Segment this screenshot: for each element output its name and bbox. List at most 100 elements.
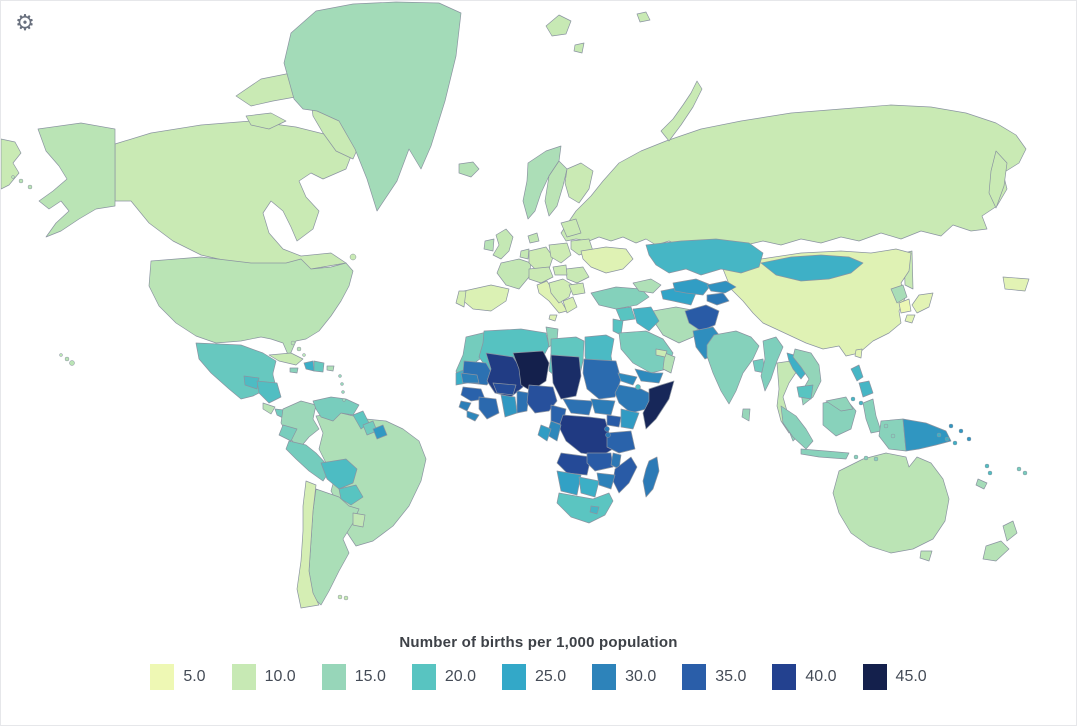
country-lesser-antilles[interactable] bbox=[342, 398, 346, 402]
country-philippines-luzon[interactable] bbox=[850, 364, 864, 382]
country-russia-wrap-left[interactable] bbox=[1, 138, 22, 190]
country-gabon[interactable] bbox=[537, 424, 552, 442]
country-dominican-republic[interactable] bbox=[313, 360, 325, 373]
country-vanuatu[interactable] bbox=[984, 463, 990, 469]
country-solomon-islands[interactable] bbox=[936, 432, 942, 438]
country-japan-honshu[interactable] bbox=[911, 292, 934, 314]
country-rwanda-burundi[interactable] bbox=[604, 426, 610, 432]
country-liberia[interactable] bbox=[466, 410, 480, 422]
country-zambia[interactable] bbox=[586, 452, 614, 472]
country-new-zealand-south[interactable] bbox=[982, 540, 1010, 562]
country-russia-kamchatka[interactable] bbox=[988, 150, 1008, 209]
country-kenya[interactable] bbox=[620, 408, 640, 430]
country-sri-lanka[interactable] bbox=[741, 408, 751, 422]
country-novaya-zemlya[interactable] bbox=[660, 80, 703, 142]
country-australia[interactable] bbox=[832, 452, 950, 554]
country-philippines-mindanao[interactable] bbox=[858, 380, 874, 398]
country-jamaica[interactable] bbox=[289, 367, 299, 374]
country-india[interactable] bbox=[706, 330, 760, 405]
country-japan-hokkaido[interactable] bbox=[1002, 276, 1030, 292]
country-uruguay[interactable] bbox=[352, 512, 366, 528]
country-china[interactable] bbox=[722, 248, 912, 357]
country-south-sudan[interactable] bbox=[590, 398, 616, 416]
country-finland[interactable] bbox=[564, 162, 594, 204]
country-indonesia-sulawesi[interactable] bbox=[862, 398, 882, 434]
country-syria[interactable] bbox=[615, 306, 636, 322]
country-indonesia-java[interactable] bbox=[800, 448, 850, 460]
country-falkland-islands[interactable] bbox=[337, 594, 343, 600]
country-france[interactable] bbox=[496, 258, 532, 290]
country-indonesia-lesser-sunda[interactable] bbox=[863, 455, 869, 461]
country-vanuatu[interactable] bbox=[987, 470, 993, 476]
country-ghana[interactable] bbox=[500, 394, 518, 418]
country-indonesia-lesser-sunda[interactable] bbox=[853, 454, 859, 460]
country-png-islands[interactable] bbox=[948, 423, 954, 429]
country-hawaii[interactable] bbox=[69, 360, 75, 366]
country-central-african-republic[interactable] bbox=[562, 398, 594, 416]
country-svalbard-2[interactable] bbox=[573, 42, 585, 54]
country-aleutians[interactable] bbox=[11, 175, 15, 179]
country-philippines-visayas[interactable] bbox=[850, 396, 856, 402]
country-hawaii[interactable] bbox=[64, 356, 70, 362]
country-balkans[interactable] bbox=[548, 278, 574, 304]
country-vietnam[interactable] bbox=[792, 348, 822, 406]
country-cuba[interactable] bbox=[268, 352, 304, 366]
country-paraguay[interactable] bbox=[338, 484, 364, 506]
country-spain[interactable] bbox=[460, 284, 510, 312]
country-newfoundland[interactable] bbox=[349, 253, 357, 261]
country-ecuador[interactable] bbox=[278, 424, 298, 442]
country-guatemala[interactable] bbox=[243, 375, 260, 390]
country-lesotho[interactable] bbox=[589, 505, 600, 515]
country-kazakhstan[interactable] bbox=[645, 238, 764, 276]
country-kyrgyzstan[interactable] bbox=[706, 280, 737, 294]
country-taiwan[interactable] bbox=[854, 348, 863, 359]
country-bahamas[interactable] bbox=[302, 353, 306, 357]
world-map[interactable] bbox=[1, 1, 1077, 629]
settings-gear-button[interactable]: ⚙ bbox=[10, 8, 40, 38]
country-nigeria[interactable] bbox=[526, 384, 558, 414]
country-sweden[interactable] bbox=[544, 160, 568, 217]
country-canada[interactable] bbox=[114, 120, 354, 270]
country-north-korea[interactable] bbox=[890, 284, 908, 304]
country-papua-new-guinea[interactable] bbox=[902, 418, 952, 452]
country-togo-benin[interactable] bbox=[516, 390, 530, 414]
country-russia[interactable] bbox=[560, 104, 1027, 248]
country-indonesia-moluccas[interactable] bbox=[890, 433, 896, 439]
country-new-caledonia[interactable] bbox=[975, 478, 988, 490]
country-argentina[interactable] bbox=[308, 488, 360, 606]
country-fiji[interactable] bbox=[1022, 470, 1028, 476]
country-puerto-rico[interactable] bbox=[326, 365, 335, 372]
country-iraq[interactable] bbox=[632, 306, 660, 332]
country-uganda[interactable] bbox=[606, 414, 622, 428]
country-burkina-faso[interactable] bbox=[492, 382, 517, 396]
country-indonesia-sumatra[interactable] bbox=[780, 405, 814, 450]
country-benelux[interactable] bbox=[519, 248, 530, 260]
country-svalbard[interactable] bbox=[545, 14, 572, 37]
country-tanzania[interactable] bbox=[606, 430, 636, 454]
country-alaska[interactable] bbox=[37, 122, 116, 238]
country-ethiopia[interactable] bbox=[614, 384, 654, 414]
country-south-korea[interactable] bbox=[898, 298, 912, 314]
country-philippines-visayas[interactable] bbox=[858, 400, 864, 406]
country-iceland[interactable] bbox=[458, 161, 480, 178]
country-chad[interactable] bbox=[550, 354, 582, 400]
country-aleutians[interactable] bbox=[18, 178, 24, 184]
country-png-islands[interactable] bbox=[958, 428, 964, 434]
country-turkey[interactable] bbox=[590, 286, 650, 310]
country-indonesia-moluccas[interactable] bbox=[883, 423, 889, 429]
country-tasmania[interactable] bbox=[919, 550, 933, 562]
country-solomon-islands[interactable] bbox=[944, 436, 950, 442]
country-sudan[interactable] bbox=[582, 358, 622, 400]
country-fiji[interactable] bbox=[1016, 466, 1022, 472]
country-oman[interactable] bbox=[662, 352, 676, 374]
country-solomon-islands[interactable] bbox=[952, 440, 958, 446]
country-lesser-antilles[interactable] bbox=[341, 390, 345, 394]
country-lesser-antilles[interactable] bbox=[340, 382, 344, 386]
country-baltic-states[interactable] bbox=[560, 218, 582, 238]
country-romania[interactable] bbox=[565, 266, 590, 284]
country-united-kingdom[interactable] bbox=[492, 228, 514, 260]
country-norway[interactable] bbox=[522, 145, 562, 220]
country-united-states[interactable] bbox=[148, 256, 354, 358]
country-japan-kyushu[interactable] bbox=[904, 314, 916, 324]
country-aleutians[interactable] bbox=[27, 184, 33, 190]
